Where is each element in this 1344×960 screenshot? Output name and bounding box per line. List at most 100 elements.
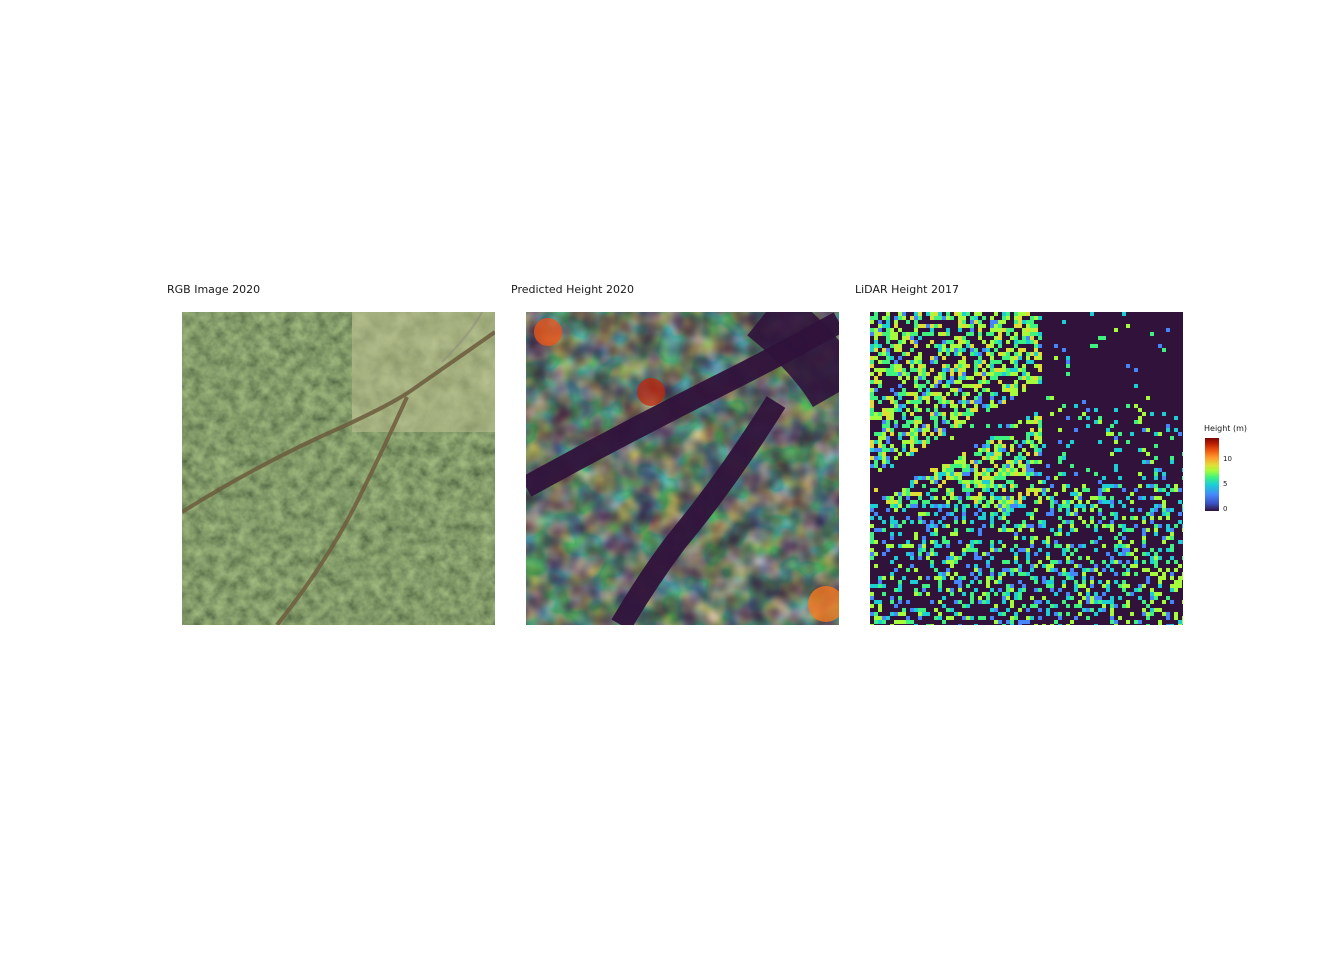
lidar-pixel <box>1046 568 1050 572</box>
lidar-pixel <box>1062 548 1066 552</box>
lidar-pixel <box>1126 324 1130 328</box>
lidar-pixel <box>898 612 902 616</box>
lidar-pixel <box>1014 320 1018 324</box>
lidar-pixel <box>1002 352 1006 356</box>
lidar-pixel <box>994 592 998 596</box>
lidar-pixel <box>1102 476 1106 480</box>
lidar-pixel <box>978 324 982 328</box>
lidar-pixel <box>870 316 874 320</box>
lidar-pixel <box>1110 608 1114 612</box>
lidar-pixel <box>1114 548 1118 552</box>
lidar-pixel <box>894 604 898 608</box>
lidar-pixel <box>918 368 922 372</box>
lidar-pixel <box>1030 340 1034 344</box>
lidar-pixel <box>1114 544 1118 548</box>
lidar-pixel <box>910 420 914 424</box>
lidar-pixel <box>914 568 918 572</box>
lidar-pixel <box>1134 488 1138 492</box>
lidar-pixel <box>1038 448 1042 452</box>
lidar-pixel <box>938 316 942 320</box>
lidar-pixel <box>950 464 954 468</box>
lidar-pixel <box>1010 500 1014 504</box>
lidar-pixel <box>1066 508 1070 512</box>
lidar-pixel <box>966 616 970 620</box>
lidar-pixel <box>1010 396 1014 400</box>
lidar-pixel <box>1178 584 1182 588</box>
lidar-pixel <box>914 432 918 436</box>
lidar-pixel <box>1134 620 1138 624</box>
lidar-pixel <box>1050 564 1054 568</box>
lidar-pixel <box>938 428 942 432</box>
lidar-pixel <box>902 620 906 624</box>
lidar-pixel <box>982 496 986 500</box>
lidar-pixel <box>894 324 898 328</box>
lidar-pixel <box>942 404 946 408</box>
lidar-pixel <box>1006 388 1010 392</box>
lidar-pixel <box>874 440 878 444</box>
lidar-pixel <box>1006 508 1010 512</box>
lidar-pixel <box>1010 392 1014 396</box>
lidar-pixel <box>1138 584 1142 588</box>
lidar-pixel <box>998 448 1002 452</box>
colorbar-tick <box>1219 459 1222 460</box>
lidar-pixel <box>1006 560 1010 564</box>
lidar-pixel <box>898 376 902 380</box>
lidar-pixel <box>1090 584 1094 588</box>
lidar-pixel <box>1118 552 1122 556</box>
lidar-pixel <box>950 340 954 344</box>
lidar-pixel <box>946 572 950 576</box>
lidar-pixel <box>902 380 906 384</box>
lidar-pixel <box>894 320 898 324</box>
lidar-pixel <box>1146 576 1150 580</box>
lidar-pixel <box>1090 608 1094 612</box>
lidar-pixel <box>890 520 894 524</box>
lidar-pixel <box>942 416 946 420</box>
lidar-pixel <box>982 592 986 596</box>
lidar-pixel <box>898 584 902 588</box>
lidar-pixel <box>990 468 994 472</box>
lidar-pixel <box>1010 548 1014 552</box>
lidar-pixel <box>1162 508 1166 512</box>
lidar-pixel <box>1122 584 1126 588</box>
lidar-pixel <box>1098 536 1102 540</box>
lidar-pixel <box>898 328 902 332</box>
lidar-pixel <box>906 516 910 520</box>
lidar-pixel <box>1158 580 1162 584</box>
lidar-pixel <box>934 344 938 348</box>
lidar-pixel <box>974 444 978 448</box>
lidar-pixel <box>1010 424 1014 428</box>
lidar-pixel <box>1166 596 1170 600</box>
lidar-pixel <box>1014 352 1018 356</box>
colorbar-tick <box>1219 484 1222 485</box>
lidar-pixel <box>986 452 990 456</box>
lidar-pixel <box>926 584 930 588</box>
lidar-pixel <box>1178 520 1182 524</box>
lidar-pixel <box>946 312 950 316</box>
lidar-pixel <box>890 412 894 416</box>
lidar-pixel <box>998 444 1002 448</box>
lidar-pixel <box>870 536 874 540</box>
lidar-pixel <box>882 520 886 524</box>
lidar-pixel <box>1094 408 1098 412</box>
lidar-pixel <box>1178 432 1182 436</box>
lidar-pixel <box>986 456 990 460</box>
lidar-pixel <box>1014 468 1018 472</box>
lidar-pixel <box>890 344 894 348</box>
lidar-pixel <box>954 528 958 532</box>
lidar-pixel <box>1074 528 1078 532</box>
lidar-pixel <box>974 512 978 516</box>
lidar-pixel <box>982 552 986 556</box>
lidar-pixel <box>938 544 942 548</box>
lidar-pixel <box>950 424 954 428</box>
lidar-pixel <box>978 540 982 544</box>
lidar-pixel <box>982 516 986 520</box>
lidar-pixel <box>1098 336 1102 340</box>
lidar-pixel <box>1034 552 1038 556</box>
lidar-pixel <box>1002 316 1006 320</box>
lidar-pixel <box>1138 496 1142 500</box>
lidar-pixel <box>966 468 970 472</box>
lidar-pixel <box>1158 488 1162 492</box>
lidar-pixel <box>1026 472 1030 476</box>
lidar-pixel <box>946 568 950 572</box>
lidar-pixel <box>926 476 930 480</box>
